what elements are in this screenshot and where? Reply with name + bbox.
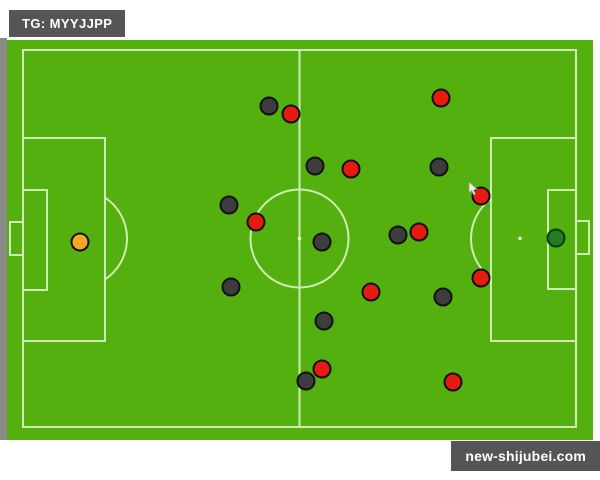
- goalkeeper-right-green-dot[interactable]: [546, 228, 566, 248]
- team-red-players-dot[interactable]: [341, 159, 361, 179]
- team-dark-players-dot[interactable]: [305, 156, 325, 176]
- site-watermark: new-shijubei.com: [451, 441, 600, 471]
- mouse-pointer-icon: [468, 182, 479, 196]
- team-red-players-dot[interactable]: [443, 372, 463, 392]
- window-edge-strip: [0, 38, 7, 440]
- team-red-players-dot[interactable]: [281, 104, 301, 124]
- team-dark-players-dot[interactable]: [433, 287, 453, 307]
- team-red-players-dot[interactable]: [409, 222, 429, 242]
- team-red-players-dot[interactable]: [361, 282, 381, 302]
- team-tag-watermark: TG: MYYJJPP: [9, 10, 126, 37]
- team-dark-players-dot[interactable]: [259, 96, 279, 116]
- team-dark-players-dot[interactable]: [314, 311, 334, 331]
- team-red-players-dot[interactable]: [431, 88, 451, 108]
- team-dark-players-dot[interactable]: [388, 225, 408, 245]
- team-dark-players-dot[interactable]: [312, 232, 332, 252]
- team-dark-players-dot[interactable]: [429, 157, 449, 177]
- team-red-players-dot[interactable]: [246, 212, 266, 232]
- team-red-players-dot[interactable]: [471, 186, 491, 206]
- team-dark-players-dot[interactable]: [221, 277, 241, 297]
- team-red-players-dot[interactable]: [471, 268, 491, 288]
- team-dark-players-dot[interactable]: [219, 195, 239, 215]
- goalkeeper-left-orange-dot[interactable]: [70, 232, 90, 252]
- team-red-players-dot[interactable]: [312, 359, 332, 379]
- team-dark-players-dot[interactable]: [296, 371, 316, 391]
